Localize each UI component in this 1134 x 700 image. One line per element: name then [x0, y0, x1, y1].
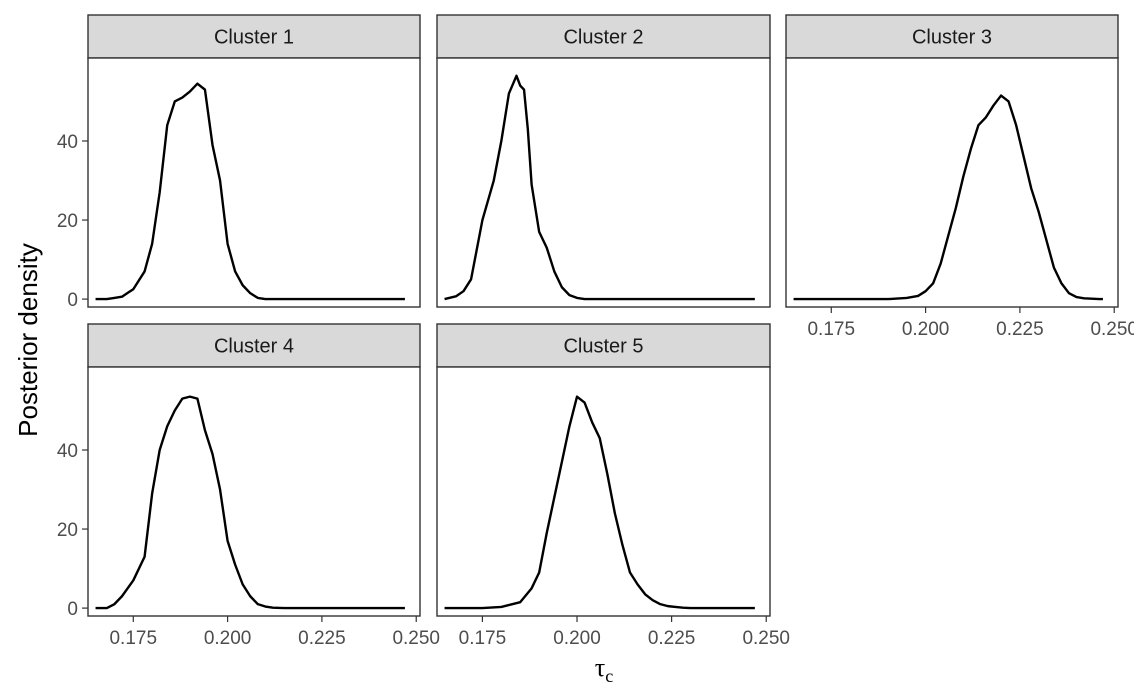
x-tick-label: 0.200	[204, 628, 252, 649]
y-tick-label: 0	[67, 290, 78, 311]
x-tick-label: 0.250	[1090, 319, 1134, 340]
density-curve	[444, 395, 755, 610]
x-axis-title: τc	[595, 653, 613, 686]
facet-strip	[87, 323, 421, 368]
x-axis-title-subscript: c	[605, 666, 613, 686]
facet-strip	[785, 14, 1119, 59]
y-axis-title: Posterior density	[13, 243, 43, 437]
y-tick-label: 40	[57, 132, 78, 153]
y-tick-label: 20	[57, 211, 78, 232]
facet-strip-label: Cluster 3	[912, 27, 992, 49]
y-tick-label: 40	[57, 441, 78, 462]
x-tick-label: 0.175	[459, 628, 507, 649]
facet-strip-label: Cluster 4	[214, 336, 294, 358]
x-tick-label: 0.225	[648, 628, 696, 649]
x-tick-label: 0.200	[553, 628, 601, 649]
density-curve	[444, 74, 755, 301]
panel-plot-area	[436, 366, 771, 617]
facet-panel: Cluster 1 0 20 40	[57, 14, 421, 311]
panel-plot-area	[785, 57, 1119, 308]
density-curve	[95, 82, 405, 301]
facet-panel: Cluster 5 0.175 0.200 0.225 0.250	[436, 323, 790, 649]
x-tick-label: 0.250	[392, 628, 440, 649]
x-tick-label: 0.200	[902, 319, 950, 340]
facet-panel: Cluster 4 0 20 40 0.175 0.200 0.225 0.250	[57, 323, 440, 649]
x-axis-title-symbol: τ	[595, 653, 605, 682]
facet-strip	[87, 14, 421, 59]
facet-strip-label: Cluster 5	[563, 336, 643, 358]
y-tick-label: 20	[57, 520, 78, 541]
density-curve	[793, 94, 1103, 301]
panel-plot-area	[87, 57, 421, 308]
facet-panels: Cluster 1 0 20 40 Cluster 2 Cluster 3 0.175 0.2…	[57, 14, 1134, 649]
facet-strip-label: Cluster 2	[563, 27, 643, 49]
x-tick-label: 0.225	[298, 628, 346, 649]
x-tick-label: 0.250	[742, 628, 790, 649]
y-tick-label: 0	[67, 599, 78, 620]
x-tick-label: 0.175	[109, 628, 157, 649]
x-tick-label: 0.225	[996, 319, 1044, 340]
panel-plot-area	[436, 57, 771, 308]
facet-panel: Cluster 3 0.175 0.200 0.225 0.250	[785, 14, 1134, 340]
facet-strip	[436, 323, 771, 368]
facet-strip-label: Cluster 1	[214, 27, 294, 49]
panel-plot-area	[87, 366, 421, 617]
facet-panel: Cluster 2	[436, 14, 771, 308]
x-tick-label: 0.175	[807, 319, 855, 340]
density-curve	[95, 395, 405, 610]
